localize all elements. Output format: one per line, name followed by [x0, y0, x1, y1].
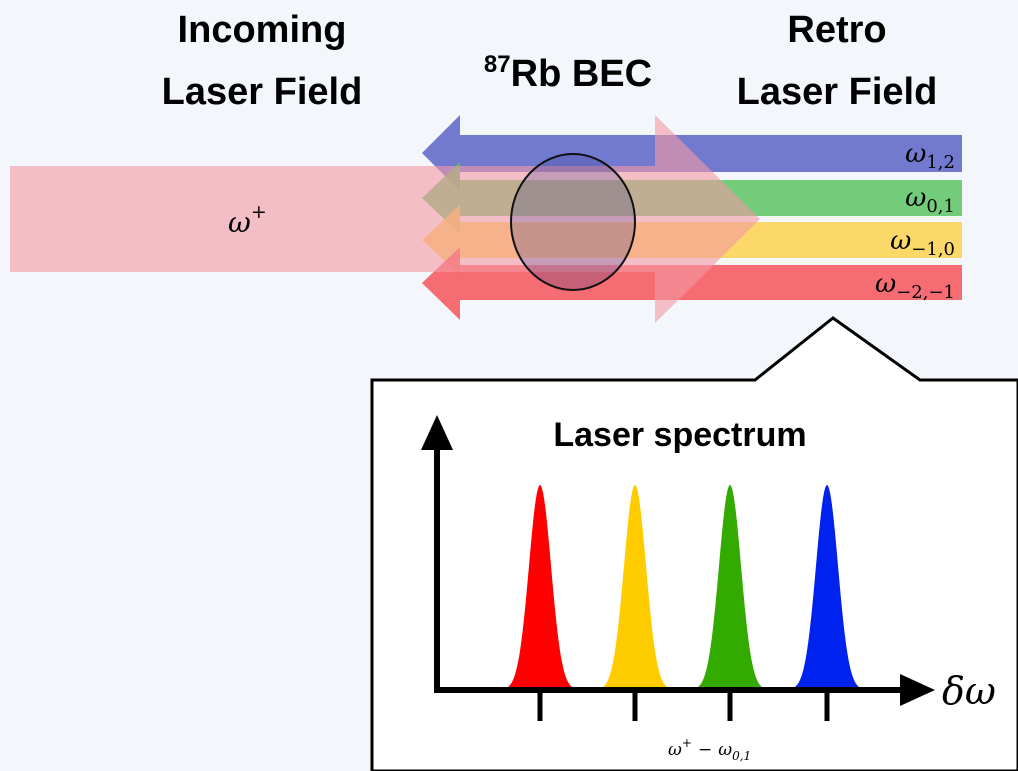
sup: + — [682, 736, 692, 750]
sub: −1,0 — [911, 239, 955, 260]
sup: + — [251, 201, 267, 223]
sub: 1,2 — [926, 152, 955, 173]
symbol: ω — [668, 740, 682, 760]
sub: 0,1 — [732, 749, 751, 763]
incoming-label: Incoming — [178, 9, 347, 51]
spectrum-title: Laser spectrum — [553, 416, 806, 454]
retro-label: Retro — [787, 9, 886, 51]
symbol: ω — [228, 206, 251, 239]
incoming-label: Laser Field — [162, 71, 363, 113]
sub: 0,1 — [926, 196, 955, 217]
symbol: ω — [905, 139, 926, 169]
diagram: Incoming Laser Field 87Rb BEC Retro Lase… — [0, 0, 1018, 771]
operator: − — [698, 740, 712, 760]
retro-label: Laser Field — [737, 71, 938, 113]
isotope: 87 — [484, 51, 511, 78]
symbol: ω — [890, 226, 911, 256]
symbol: ω — [905, 183, 926, 213]
bec-cloud — [511, 154, 635, 290]
symbol: ω — [718, 740, 732, 760]
spectrum-callout — [372, 318, 1018, 771]
bec-text: Rb BEC — [511, 53, 652, 95]
sub: −2,−1 — [896, 282, 955, 303]
axis-label: δω — [942, 669, 996, 713]
symbol: ω — [875, 269, 896, 299]
